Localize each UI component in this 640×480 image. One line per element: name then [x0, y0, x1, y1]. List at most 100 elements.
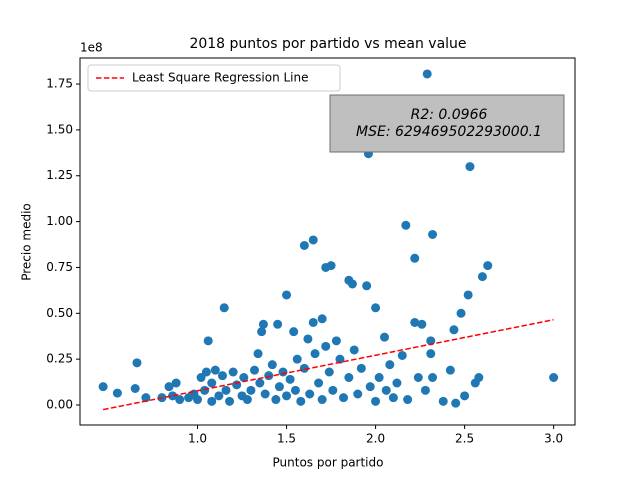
scatter-point: [274, 382, 284, 392]
y-tick-label: 0.75: [46, 260, 73, 274]
scatter-point: [289, 327, 299, 337]
scatter-point: [290, 385, 300, 395]
scatter-point: [371, 396, 381, 406]
scatter-point: [193, 395, 203, 405]
scatter-point: [130, 384, 140, 394]
regression-line: [103, 318, 554, 411]
scatter-point: [317, 314, 327, 324]
scatter-point: [207, 396, 217, 406]
scatter-point: [474, 372, 484, 382]
scatter-point: [175, 395, 185, 405]
scatter-point: [296, 396, 306, 406]
scatter-point: [465, 162, 475, 172]
scatter-point: [168, 391, 178, 401]
scatter-point: [207, 378, 217, 388]
y-offset-label: 1e8: [80, 41, 103, 55]
scatter-point: [201, 367, 211, 377]
x-axis-label: Puntos por partido: [273, 456, 384, 470]
y-tick-label: 1.25: [46, 168, 73, 182]
scatter-point: [255, 378, 265, 388]
annotation-box: [329, 94, 565, 153]
scatter-point: [420, 385, 430, 395]
scatter-point: [365, 382, 375, 392]
scatter-point: [388, 393, 398, 403]
x-tick-label: 2.5: [455, 432, 474, 446]
scatter-point: [214, 391, 224, 401]
scatter-point: [292, 354, 302, 364]
scatter-point: [141, 393, 151, 403]
x-tick-label: 2.0: [366, 432, 385, 446]
scatter-point: [258, 319, 268, 329]
y-tick-label: 0.00: [46, 398, 73, 412]
scatter-point: [374, 372, 384, 382]
scatter-point: [305, 389, 315, 399]
scatter-point: [317, 395, 327, 405]
scatter-point: [278, 367, 288, 377]
scatter-point: [314, 378, 324, 388]
scatter-point: [210, 365, 220, 375]
legend-label: Least Square Regression Line: [132, 71, 309, 85]
scatter-point: [401, 220, 411, 230]
scatter-point: [410, 317, 420, 327]
scatter-point: [362, 281, 372, 291]
scatter-point: [413, 372, 423, 382]
scatter-point: [98, 382, 108, 392]
scatter-point: [428, 372, 438, 382]
scatter-point: [271, 395, 281, 405]
scatter-point: [308, 235, 318, 245]
scatter-point: [299, 240, 309, 250]
scatter-point: [310, 349, 320, 359]
scatter-point: [477, 272, 487, 282]
scatter-point: [282, 290, 292, 300]
scatter-point: [246, 385, 256, 395]
scatter-point: [328, 385, 338, 395]
scatter-point: [392, 378, 402, 388]
scatter-point: [273, 319, 283, 329]
scatter-point: [285, 374, 295, 384]
scatter-point: [228, 367, 238, 377]
scatter-point: [203, 336, 213, 346]
scatter-point: [282, 391, 292, 401]
scatter-point: [132, 358, 142, 368]
scatter-point: [385, 360, 395, 370]
scatter-point: [422, 69, 432, 79]
scatter-point: [326, 261, 336, 271]
scatter-point: [381, 385, 391, 395]
x-tick-label: 3.0: [544, 432, 563, 446]
x-tick-label: 1.0: [188, 432, 207, 446]
scatter-point: [331, 336, 341, 346]
scatter-point: [397, 350, 407, 360]
scatter-point: [171, 378, 181, 388]
scatter-point: [217, 371, 227, 381]
scatter-point: [549, 372, 559, 382]
scatter-point: [267, 360, 277, 370]
scatter-point: [164, 382, 174, 392]
scatter-point: [347, 279, 357, 289]
scatter-point: [242, 395, 252, 405]
scatter-point: [225, 396, 235, 406]
scatter-point: [257, 327, 267, 337]
y-axis-label: Precio medio: [20, 203, 34, 281]
scatter-point: [200, 385, 210, 395]
scatter-point: [428, 229, 438, 239]
scatter-point: [417, 319, 427, 329]
scatter-point: [449, 325, 459, 335]
chart-title: 2018 puntos por partido vs mean value: [189, 36, 466, 52]
scatter-point: [335, 354, 345, 364]
annotation-text: MSE: 629469502293000.1: [356, 124, 542, 140]
scatter-point: [260, 389, 270, 399]
scatter-point: [451, 398, 461, 408]
scatter-point: [253, 349, 263, 359]
scatter-point: [483, 261, 493, 271]
scatter-point: [324, 367, 334, 377]
scatter-point: [221, 385, 231, 395]
scatter-point: [426, 349, 436, 359]
scatter-point: [349, 345, 359, 355]
scatter-point: [308, 317, 318, 327]
scatter-point: [344, 372, 354, 382]
scatter-point: [410, 253, 420, 263]
plot-frame: [79, 57, 576, 426]
scatter-point: [264, 371, 274, 381]
y-tick-label: 0.50: [46, 306, 73, 320]
